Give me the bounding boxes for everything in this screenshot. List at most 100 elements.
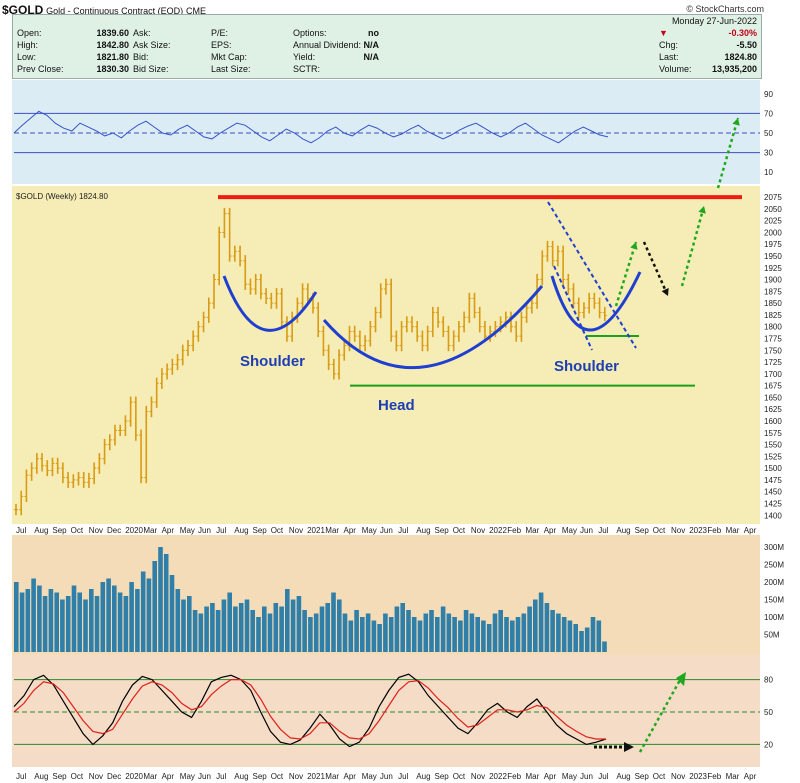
volume-bar [377,624,382,652]
volume-bar [498,610,503,652]
x-tick-label: Oct [653,772,666,781]
price-series-label: $GOLD (Weekly) 1824.80 [16,192,108,201]
volume-bar [135,589,140,652]
volume-bar [602,641,607,652]
quote-panel: Monday 27-Jun-2022 Open: 1839.60 High: 184… [12,14,762,79]
volume-bar [331,592,336,652]
volume-bar [325,603,330,652]
volume-bar [221,599,227,652]
volume-bar [365,613,371,652]
x-tick-label: Oct [71,526,84,535]
x-tick-label: Jul [598,772,608,781]
volume-bar [210,603,215,652]
oscillator-line [13,678,606,740]
x-tick-label: Sep [52,772,67,781]
y-tick-label: 1500 [764,464,782,473]
x-tick-label: May [562,772,577,781]
x-tick-label: Oct [271,772,284,781]
x-tick-label: 2021 [307,772,325,781]
x-tick-label: Aug [34,772,48,781]
volume-bar [429,610,434,652]
volume-bar [123,596,129,652]
x-tick-label: May [362,526,377,535]
volume-bar [290,599,296,652]
x-tick-label: Jul [398,772,408,781]
volume-bar [262,606,267,652]
volume-bar [71,585,77,652]
bottom-indicator-lines: 20 50 80 [13,673,773,749]
x-tick-label: Jun [198,772,211,781]
volume-bar [596,620,602,652]
y-tick-label: 150M [764,596,784,605]
x-tick-label: Apr [544,526,557,535]
volume-bar [181,599,186,652]
volume-bar [37,585,42,652]
x-tick-label: Dec [107,526,121,535]
quote-label-ask-size: Ask Size: [133,40,171,50]
x-tick-label: 2022 [489,526,507,535]
y-tick-label: 1625 [764,405,782,414]
x-tick-label: Sep [435,772,450,781]
volume-bar [342,613,348,652]
x-tick-label: 2022 [489,772,507,781]
quote-row-change-pct: ▼ -0.30% [659,28,757,38]
quote-row-chg: Chg: -5.50 [659,40,757,50]
volume-bar [561,617,567,652]
x-tick-label: Nov [471,526,485,535]
volume-bar [187,596,192,652]
quote-col-4: Options: no Annual Dividend: N/A Yield: N/A… [293,27,379,75]
y-tick-label: 2000 [764,228,782,237]
volume-bar [486,624,492,652]
description: Gold - Continuous Contract (EOD) [46,6,184,16]
volume-bar [423,613,429,652]
x-tick-label: Mar [526,526,540,535]
y-tick-label: 1525 [764,452,782,461]
y-tick-label: 250M [764,561,784,570]
volume-bar [117,592,123,652]
volume-bar [475,617,480,652]
x-tick-label: Oct [453,526,466,535]
quote-label-bid-size: Bid Size: [133,64,169,74]
volume-bar [527,606,532,652]
top-indicator-lines: 10 30 50 70 90 [13,90,773,177]
volume-bar [463,610,469,652]
symbol: $GOLD [2,3,44,17]
y-tick-label: 90 [764,90,773,99]
quote-label-last-size: Last Size: [211,64,251,74]
x-tick-label: Aug [416,772,430,781]
x-tick-label: Apr [744,772,757,781]
quote-label-ask: Ask: [133,28,151,38]
indicator-line [13,110,609,144]
y-tick-label: 1425 [764,500,782,509]
up-arrow-3 [716,117,740,189]
y-tick-label: 100M [764,613,784,622]
x-tick-label: Jul [398,526,408,535]
volume-bar [411,617,417,652]
volume-bar [308,617,313,652]
x-tick-label: 2021 [307,526,325,535]
volume-bar [400,603,405,652]
quote-row-yield: Yield: N/A [293,52,379,62]
x-tick-label: Jul [16,772,26,781]
x-tick-label: Oct [653,526,666,535]
quote-row-open: Open: 1839.60 [17,28,129,38]
y-tick-label: 1925 [764,264,782,273]
y-tick-label: 10 [764,168,773,177]
up-arrow-3-head [732,118,740,126]
volume-bar [233,606,238,652]
volume-bar [215,610,221,652]
x-tick-label: 2020 [125,526,143,535]
volume-bar [14,582,19,652]
quote-row-low: Low: 1821.80 [17,52,129,62]
volume-bar [302,610,307,652]
top-indicator-panel [12,80,760,184]
quote-row-last: Last: 1824.80 [659,52,757,62]
volume-bar [388,617,394,652]
x-tick-label: 2023 [689,772,707,781]
volume-bar [19,592,25,652]
x-tick-label: Oct [71,772,84,781]
volume-bar [567,620,573,652]
volume-bar [77,592,82,652]
up-arrow-1 [614,241,638,307]
x-tick-label: Oct [271,526,284,535]
